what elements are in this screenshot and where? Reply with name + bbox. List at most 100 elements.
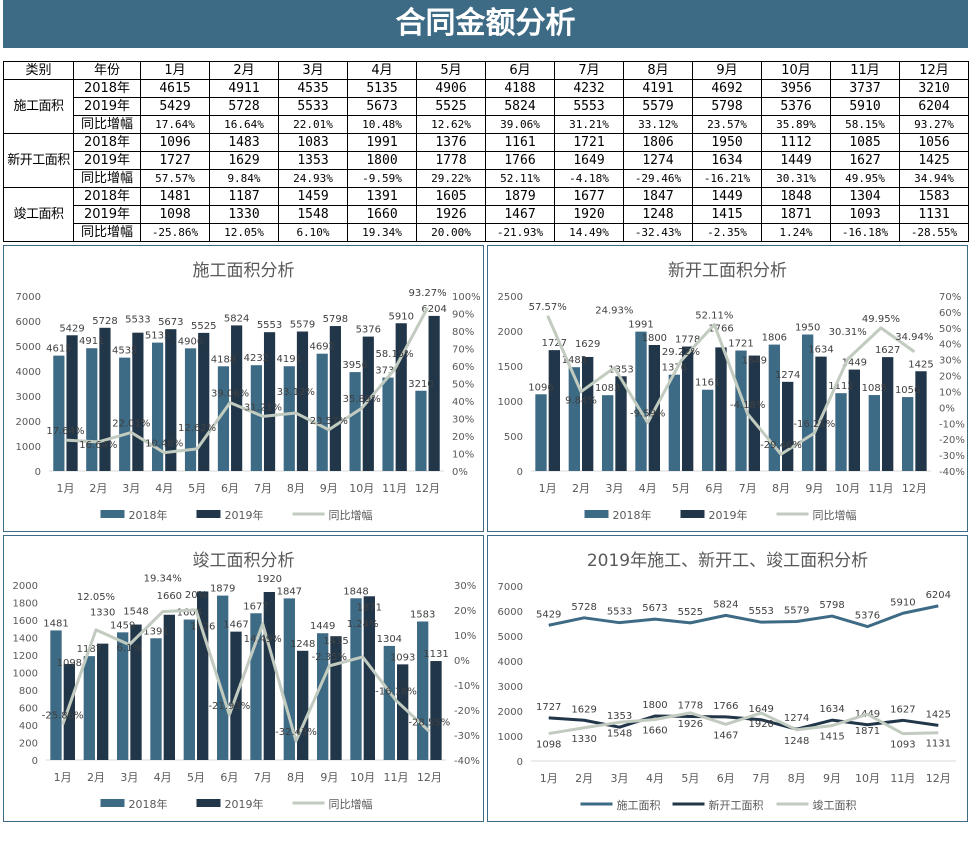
x-tick-label: 3月 bbox=[611, 772, 629, 785]
y-tick-label: 2000 bbox=[13, 581, 38, 592]
y-tick-label: 6000 bbox=[498, 607, 523, 618]
bar-data-label: 1391 bbox=[143, 626, 168, 637]
bar-2018年 bbox=[316, 353, 328, 471]
bar-2018年 bbox=[602, 395, 614, 471]
bar-data-label: 4188 bbox=[211, 354, 236, 365]
value-cell: 3737 bbox=[830, 79, 900, 98]
y2-tick-label: 40% bbox=[452, 397, 474, 408]
legend-swatch bbox=[100, 799, 125, 807]
value-cell: 1274 bbox=[623, 151, 693, 170]
value-cell: 4692 bbox=[692, 79, 762, 98]
x-tick-label: 11月 bbox=[869, 482, 894, 495]
value-cell: 4535 bbox=[278, 79, 348, 98]
bar-2019年 bbox=[231, 325, 243, 471]
value-cell: 17.64% bbox=[140, 115, 210, 134]
table-row: 施工面积 2018年 4615 4911 4535 5135 4906 4188 4232 419… bbox=[3, 79, 969, 134]
bar-data-label: 5579 bbox=[290, 320, 315, 331]
value-cell: 1950 bbox=[692, 133, 762, 152]
y-tick-label: 4000 bbox=[498, 657, 523, 668]
legend-label: 2019年 bbox=[709, 508, 748, 522]
line-data-label: 1.24% bbox=[347, 619, 379, 630]
y2-tick-label: 30% bbox=[452, 415, 474, 426]
bar-data-label: 1806 bbox=[762, 333, 787, 344]
y-tick-label: 2500 bbox=[498, 292, 523, 303]
bar-data-label: 1248 bbox=[290, 639, 315, 650]
bar-2018年 bbox=[350, 598, 362, 760]
chart-new-construction-area: 新开工面积分析 0 500 1000 1500 2000 2500 -40% -30% -20% -… bbox=[487, 245, 968, 532]
bar-2019年 bbox=[748, 355, 760, 471]
y2-tick-label: 70% bbox=[452, 345, 474, 356]
line-data-label: 5728 bbox=[571, 602, 596, 613]
line-data-label: 5798 bbox=[819, 600, 844, 611]
y2-tick-label: -10% bbox=[939, 419, 965, 430]
column-header: 8月 bbox=[623, 61, 693, 80]
y-tick-label: 1600 bbox=[13, 616, 38, 627]
bar-data-label: 1627 bbox=[875, 345, 900, 356]
value-cell: 5135 bbox=[347, 79, 417, 98]
y2-tick-label: 90% bbox=[452, 310, 474, 321]
column-header: 1月 bbox=[140, 61, 210, 80]
bar-2018年 bbox=[83, 656, 95, 760]
line-同比增幅 bbox=[546, 315, 916, 456]
bar-data-label: 1415 bbox=[323, 636, 348, 647]
line-data-label: -32.43% bbox=[275, 727, 317, 738]
column-header: 10月 bbox=[761, 61, 831, 80]
x-tick-label: 5月 bbox=[681, 772, 699, 785]
bar-2018年 bbox=[50, 630, 62, 760]
bar-data-label: 5673 bbox=[158, 317, 183, 328]
value-cell: 1634 bbox=[692, 151, 762, 170]
y2-tick-label: 10% bbox=[452, 450, 474, 461]
column-header: 9月 bbox=[692, 61, 762, 80]
value-cell: 58.15% bbox=[830, 115, 900, 134]
bar-2019年 bbox=[815, 356, 827, 471]
legend-label: 施工面积 bbox=[617, 799, 661, 812]
line-data-label: 1871 bbox=[855, 726, 880, 737]
line-data-label: 1766 bbox=[713, 701, 738, 712]
y-tick-label: 400 bbox=[19, 721, 38, 732]
y-tick-label: 4000 bbox=[16, 367, 41, 378]
value-cell: 1425 bbox=[899, 151, 969, 170]
line-data-label: 12.05% bbox=[77, 592, 115, 603]
bar-data-label: 1112 bbox=[828, 381, 853, 392]
line-data-label: 29.22% bbox=[662, 347, 700, 358]
value-cell: 29.22% bbox=[416, 169, 486, 188]
value-cell: 1.24% bbox=[761, 223, 831, 242]
value-cell: 1926 bbox=[416, 205, 486, 224]
value-cell: 1304 bbox=[830, 187, 900, 206]
y-tick-label: 5000 bbox=[16, 342, 41, 353]
bar-2019年 bbox=[782, 381, 794, 471]
bar-2019年 bbox=[915, 371, 927, 471]
value-cell: 1085 bbox=[830, 133, 900, 152]
value-cell: 3210 bbox=[899, 79, 969, 98]
value-cell: 1112 bbox=[761, 133, 831, 152]
value-cell: 20.00% bbox=[416, 223, 486, 242]
line-data-label: 12.62% bbox=[178, 423, 216, 434]
value-cell: -32.43% bbox=[623, 223, 693, 242]
bar-data-label: 1605 bbox=[177, 608, 202, 619]
bar-data-label: 1871 bbox=[357, 602, 382, 613]
value-cell: -25.86% bbox=[140, 223, 210, 242]
value-cell: 1481 bbox=[140, 187, 210, 206]
y2-tick-label: 60% bbox=[452, 362, 474, 373]
bar-2018年 bbox=[184, 348, 197, 471]
bar-2019年 bbox=[362, 336, 374, 471]
value-cell: -2.35% bbox=[692, 223, 762, 242]
bar-data-label: 1879 bbox=[210, 584, 235, 595]
bar-data-label: 1376 bbox=[662, 363, 687, 374]
value-cell: 5798 bbox=[692, 97, 762, 116]
bar-2018年 bbox=[868, 395, 880, 471]
x-tick-label: 12月 bbox=[926, 772, 951, 785]
line-data-label: 5673 bbox=[642, 603, 667, 614]
y-tick-label: 2000 bbox=[16, 417, 41, 428]
legend-swatch bbox=[100, 510, 125, 518]
column-header: 6月 bbox=[485, 61, 555, 80]
bar-2019年 bbox=[130, 624, 142, 760]
line-data-label: 6204 bbox=[926, 590, 951, 601]
value-cell: 1649 bbox=[554, 151, 624, 170]
chart-completed-area: 竣工面积分析 0 200 400 600 800 1000 1200 1400 1600 1800 2… bbox=[3, 535, 484, 822]
line-data-label: 6.1% bbox=[117, 643, 142, 654]
x-tick-label: 2月 bbox=[575, 772, 593, 785]
value-cell: 1778 bbox=[416, 151, 486, 170]
x-tick-label: 12月 bbox=[415, 482, 440, 495]
x-tick-label: 9月 bbox=[805, 482, 823, 495]
